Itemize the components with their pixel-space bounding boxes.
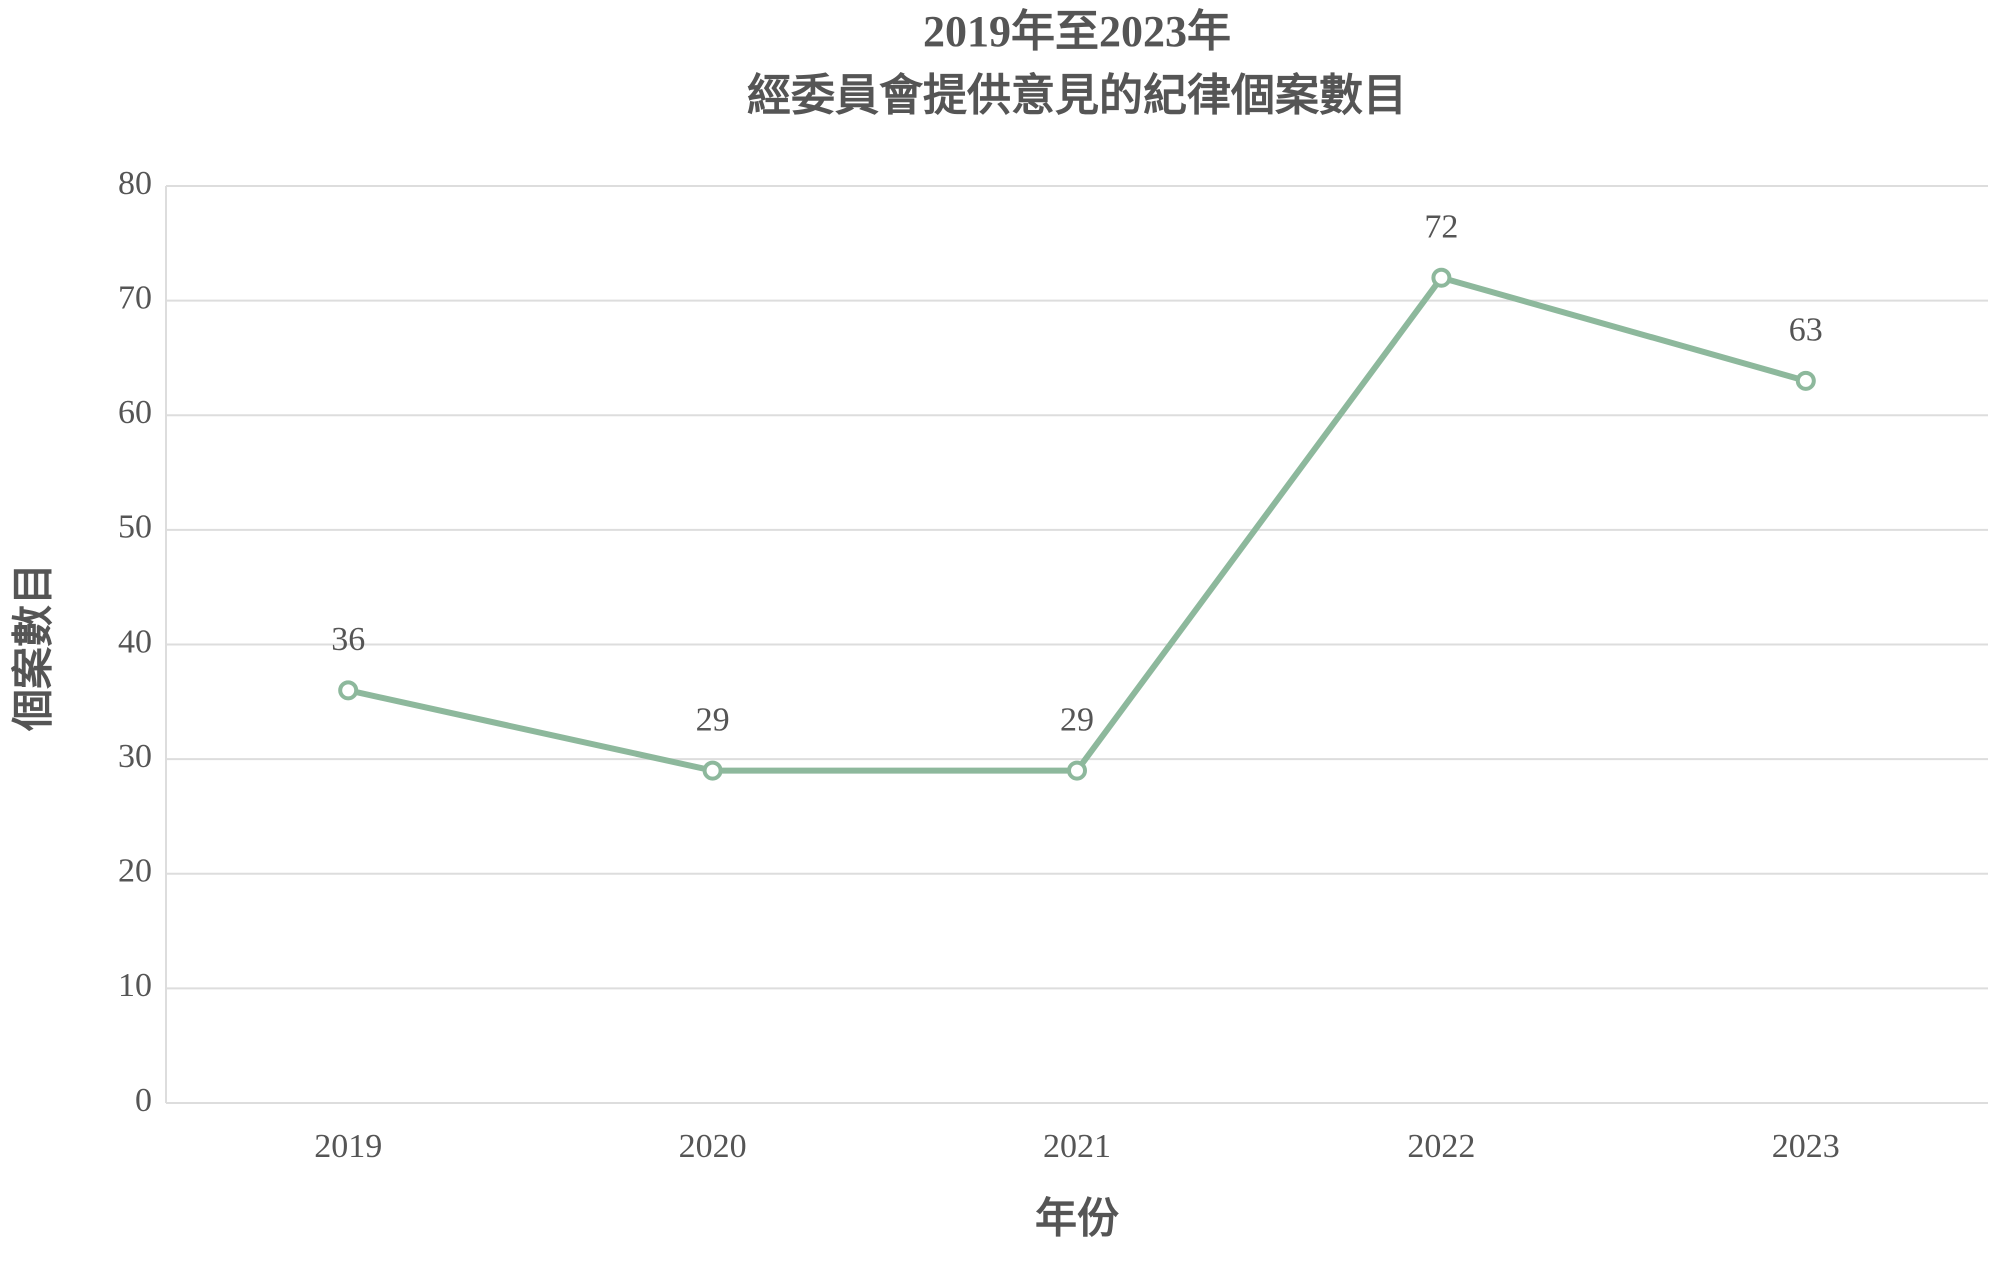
y-axis-title: 個案數目 xyxy=(11,563,58,732)
y-tick-label: 20 xyxy=(118,853,152,890)
y-tick-label: 40 xyxy=(118,623,152,660)
y-tick-label: 10 xyxy=(118,967,152,1004)
x-axis-title: 年份 xyxy=(1035,1196,1119,1243)
series-line xyxy=(347,274,1807,774)
value-label: 29 xyxy=(1060,701,1094,738)
value-label: 36 xyxy=(331,621,365,658)
point xyxy=(1431,267,1452,288)
point xyxy=(1795,370,1816,391)
x-tick-label: 2020 xyxy=(679,1128,747,1165)
y-tick-label: 80 xyxy=(118,165,152,202)
x-tick-label: 2022 xyxy=(1407,1128,1475,1165)
x-tick-label: 2023 xyxy=(1772,1128,1840,1165)
x-tick-label: 2019 xyxy=(314,1128,382,1165)
y-tick-label: 50 xyxy=(118,509,152,546)
point xyxy=(702,760,723,781)
y-tick-label: 70 xyxy=(118,279,152,316)
value-label: 72 xyxy=(1424,208,1458,245)
y-tick-label: 60 xyxy=(118,394,152,431)
point xyxy=(1067,760,1087,781)
y-tick-label: 30 xyxy=(118,738,152,775)
chart-title: 經委員會提供意見的紀律個案數目 xyxy=(747,71,1407,120)
point xyxy=(338,680,359,701)
value-label: 63 xyxy=(1789,312,1823,349)
value-label: 29 xyxy=(696,701,730,738)
chart-title: 2019年至2023年 xyxy=(923,7,1231,56)
x-tick-label: 2021 xyxy=(1043,1128,1111,1165)
y-tick-label: 0 xyxy=(135,1082,152,1119)
